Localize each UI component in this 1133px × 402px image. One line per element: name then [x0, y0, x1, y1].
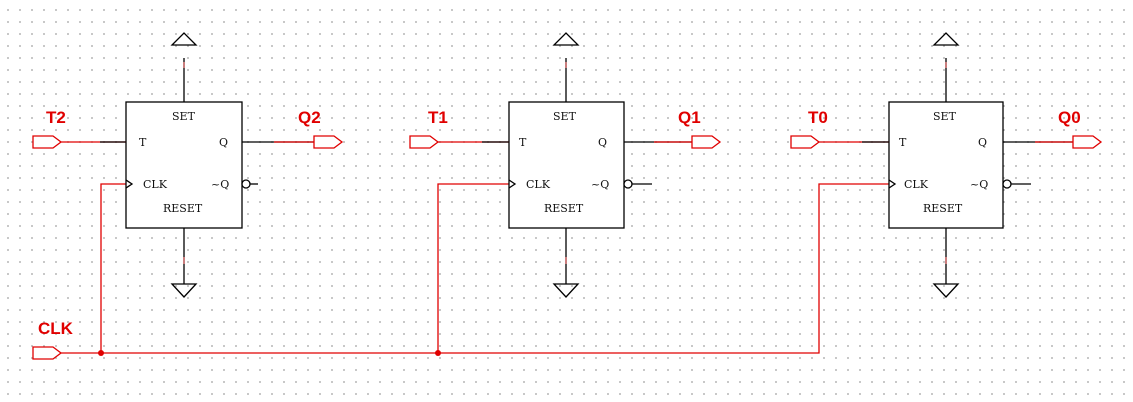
vcc-icon: [552, 32, 580, 46]
q2-port-label: Q2: [298, 108, 321, 127]
ff2-clk-label: CLK: [143, 178, 168, 191]
t2-input-port[interactable]: [32, 135, 126, 149]
inverted-output-bubble: [241, 179, 251, 189]
ff0-qbar-label: ~Q: [970, 178, 988, 191]
ff1-clk-label: CLK: [526, 178, 551, 191]
clk-port-label: CLK: [38, 319, 74, 338]
t2-port-label: T2: [46, 108, 66, 127]
ff0-clk-label: CLK: [904, 178, 929, 191]
ff2-t-label: T: [139, 136, 147, 149]
t1-input-port[interactable]: [409, 135, 509, 149]
ff1-q-label: Q: [598, 136, 607, 149]
ff0-reset-label: RESET: [923, 202, 963, 215]
ff2-qbar-label: ~Q: [211, 178, 229, 191]
inverted-output-bubble: [623, 179, 633, 189]
ff1-reset-label: RESET: [544, 202, 584, 215]
clk-bus[interactable]: [61, 183, 892, 356]
ff2-q-label: Q: [219, 136, 228, 149]
t1-port-label: T1: [428, 108, 448, 127]
vcc-icon: [170, 32, 198, 46]
inverted-output-bubble: [1002, 179, 1012, 189]
ff2-set-label: SET: [172, 110, 196, 123]
ff1-qbar-label: ~Q: [591, 178, 609, 191]
q0-port-label: Q0: [1058, 108, 1081, 127]
q1-output-port[interactable]: [691, 135, 722, 149]
ff2-reset-label: RESET: [163, 202, 203, 215]
q2-output-port[interactable]: [313, 135, 344, 149]
t-flipflop-2[interactable]: [125, 32, 314, 298]
t-flipflop-1[interactable]: [508, 32, 692, 298]
clk-junction-dot: [98, 350, 104, 356]
t-flipflop-0[interactable]: [888, 32, 1073, 298]
q1-port-label: Q1: [678, 108, 701, 127]
ff0-q-label: Q: [978, 136, 987, 149]
ground-icon: [552, 283, 580, 298]
ground-icon: [170, 283, 198, 298]
ground-icon: [932, 283, 960, 298]
q0-output-port[interactable]: [1072, 135, 1103, 149]
ff0-t-label: T: [899, 136, 907, 149]
ff1-set-label: SET: [553, 110, 577, 123]
ff1-t-label: T: [519, 136, 527, 149]
t0-port-label: T0: [808, 108, 828, 127]
ff0-set-label: SET: [933, 110, 957, 123]
vcc-icon: [932, 32, 960, 46]
clk-input-port[interactable]: [32, 346, 63, 360]
clk-junction-dot: [435, 350, 441, 356]
t0-input-port[interactable]: [790, 135, 889, 149]
